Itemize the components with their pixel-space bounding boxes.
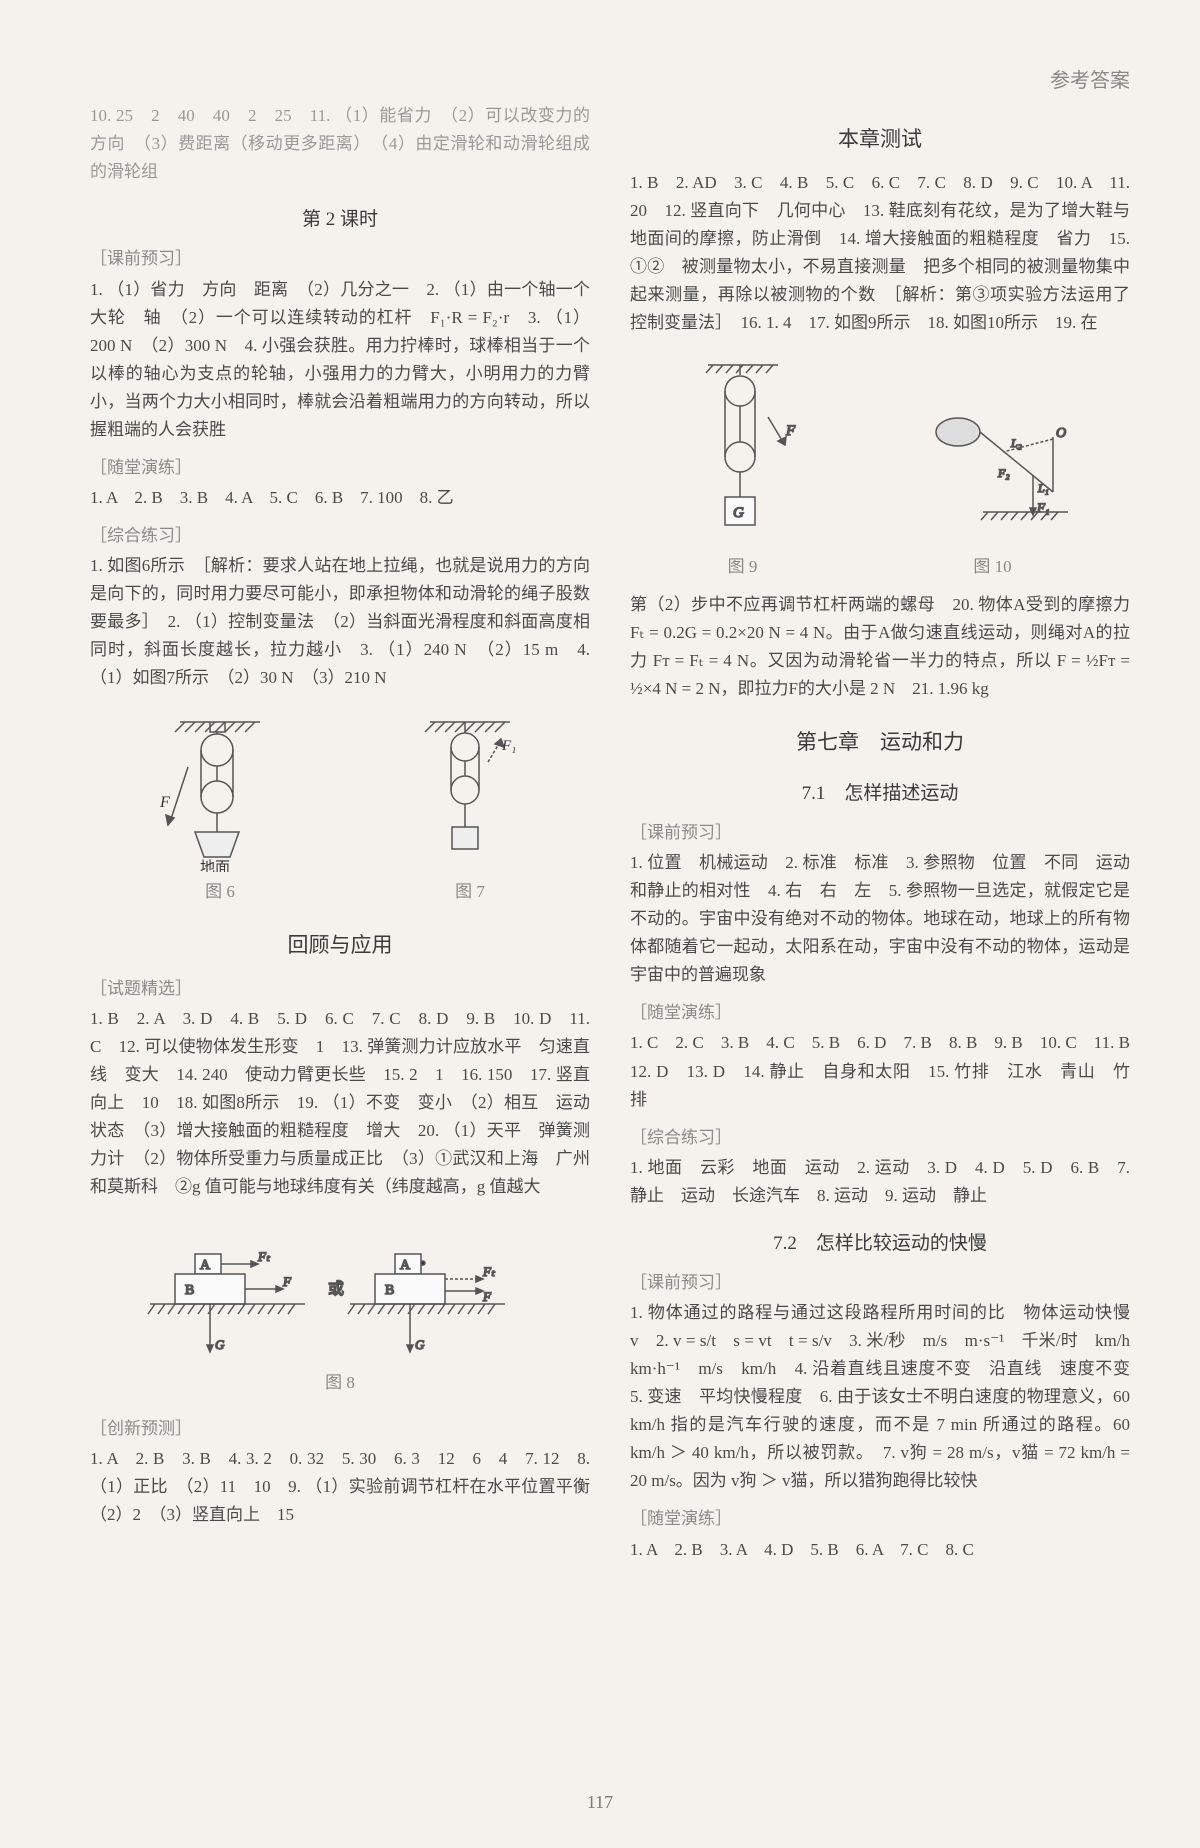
force-diagram-8: A Fₜ B F G 或 A B [140,1219,540,1369]
inclass72-text: 1. A 2. B 3. A 4. D 5. B 6. A 7. C 8. C [630,1536,1130,1564]
svg-text:G: G [215,1337,225,1352]
inclass-text: 1. A 2. B 3. B 4. A 5. C 6. B 7. 100 8. … [90,484,590,512]
preview-text: 1. （1）省力 方向 距离 （2）几分之一 2. （1）由一个轴一个大轮 轴 … [90,276,590,444]
sec72-title: 7.2 怎样比较运动的快慢 [630,1228,1130,1259]
test-text-1: 1. B 2. AD 3. C 4. B 5. C 6. C 7. C 8. D… [630,169,1130,337]
figure-9: G F 图 9 [678,357,808,581]
figure-10: O F₁ L₂ F₂ L₁ 图 10 [903,397,1083,581]
svg-text:地面: 地面 [200,859,230,872]
svg-text:F: F [482,1289,492,1304]
figures-6-7: F 地面 图 6 [90,712,590,906]
review-title: 回顾与应用 [90,928,590,963]
preview72-text: 1. 物体通过的路程与通过这段路程所用时间的比 物体运动快慢 v 2. v = … [630,1299,1130,1495]
svg-text:F₁: F₁ [501,738,516,754]
lever-diagram-10: O F₁ L₂ F₂ L₁ [903,397,1083,547]
fig8-label: 图 8 [325,1369,355,1397]
fig9-label: 图 9 [728,553,758,581]
fig6-label: 图 6 [205,878,235,906]
figure-8: A Fₜ B F G 或 A B [90,1219,590,1397]
inclass71-label: ［随堂演练］ [630,999,1130,1027]
svg-text:B: B [185,1283,194,1298]
svg-text:L₂: L₂ [1010,436,1022,450]
pulley-diagram-9: G F [678,357,808,547]
innov-text: 1. A 2. B 3. B 4. 3. 2 0. 32 5. 30 6. 3 … [90,1445,590,1529]
fig10-label: 图 10 [973,553,1011,581]
figure-6: F 地面 图 6 [150,712,290,906]
compre71-text: 1. 地面 云彩 地面 运动 2. 运动 3. D 4. D 5. D 6. B… [630,1154,1130,1210]
svg-text:F: F [785,423,796,439]
left-p1: 10. 25 2 40 40 2 25 11. （1）能省力 （2）可以改变力的… [90,102,590,186]
svg-text:Fₜ: Fₜ [257,1249,271,1264]
preview-label: ［课前预习］ [90,245,590,273]
page-content: 10. 25 2 40 40 2 25 11. （1）能省力 （2）可以改变力的… [0,0,1200,1606]
svg-text:F: F [282,1274,292,1289]
selected-text: 1. B 2. A 3. D 4. B 5. D 6. C 7. C 8. D … [90,1005,590,1201]
selected-label: ［试题精选］ [90,975,590,1003]
pulley-diagram-6: F 地面 [150,712,290,872]
page-number: 117 [587,1788,613,1818]
svg-text:F₂: F₂ [997,466,1010,480]
inclass72-label: ［随堂演练］ [630,1505,1130,1533]
fig7-label: 图 7 [455,878,485,906]
figures-9-10: G F 图 9 O F₁ [630,357,1130,581]
sec71-title: 7.1 怎样描述运动 [630,778,1130,809]
left-column: 10. 25 2 40 40 2 25 11. （1）能省力 （2）可以改变力的… [90,100,590,1566]
svg-text:A: A [400,1258,411,1273]
compre71-label: ［综合练习］ [630,1124,1130,1152]
preview72-label: ［课前预习］ [630,1269,1130,1297]
preview71-label: ［课前预习］ [630,819,1130,847]
svg-text:Fₜ: Fₜ [482,1264,496,1279]
test-text-2: 第（2）步中不应再调节杠杆两端的螺母 20. 物体A受到的摩擦力 Fₜ = 0.… [630,591,1130,703]
inclass71-text: 1. C 2. C 3. B 4. C 5. B 6. D 7. B 8. B … [630,1029,1130,1113]
right-column: 本章测试 1. B 2. AD 3. C 4. B 5. C 6. C 7. C… [630,100,1130,1566]
svg-text:G: G [733,505,744,521]
svg-text:或: 或 [328,1280,344,1298]
svg-text:A: A [200,1258,211,1273]
preview71-text: 1. 位置 机械运动 2. 标准 标准 3. 参照物 位置 不同 运动和静止的相… [630,849,1130,989]
compre-text: 1. 如图6所示 ［解析：要求人站在地上拉绳，也就是说用力的方向是向下的，同时用… [90,552,590,692]
svg-text:B: B [385,1283,394,1298]
svg-text:O: O [1056,426,1066,441]
ch7-title: 第七章 运动和力 [630,725,1130,760]
inclass-label: ［随堂演练］ [90,454,590,482]
pulley-diagram-7: F₁ [410,712,530,872]
chapter-test-title: 本章测试 [630,122,1130,157]
svg-text:G: G [415,1337,425,1352]
header-answers: 参考答案 [1050,65,1130,98]
innov-label: ［创新预测］ [90,1415,590,1443]
figure-7: F₁ 图 7 [410,712,530,906]
compre-label: ［综合练习］ [90,522,590,550]
svg-text:L₁: L₁ [1037,481,1049,495]
svg-text:F: F [159,794,170,811]
lesson2-title: 第 2 课时 [90,204,590,235]
